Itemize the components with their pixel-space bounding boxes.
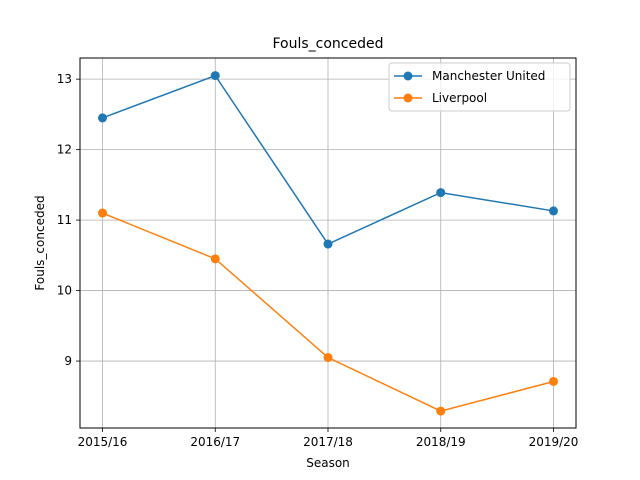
x-tick-label: 2016/17 bbox=[190, 435, 240, 449]
y-tick-label: 13 bbox=[57, 72, 72, 86]
y-tick-label: 9 bbox=[64, 354, 72, 368]
data-point bbox=[549, 376, 558, 386]
legend-swatch-marker bbox=[403, 71, 413, 81]
y-axis-ticks: 9 10 11 12 13 bbox=[57, 72, 80, 368]
x-axis-label: Season bbox=[306, 456, 350, 470]
x-axis-ticks: 2015/16 2016/17 2017/18 2018/19 2019/20 bbox=[78, 428, 579, 449]
legend: Manchester United Liverpool bbox=[388, 62, 571, 112]
y-tick-label: 12 bbox=[57, 143, 72, 157]
legend-swatch-marker bbox=[403, 93, 413, 103]
x-tick-label: 2019/20 bbox=[529, 435, 579, 449]
data-point bbox=[436, 188, 446, 198]
data-point bbox=[436, 406, 446, 416]
data-point bbox=[323, 239, 333, 249]
data-point bbox=[210, 71, 220, 81]
x-tick-label: 2018/19 bbox=[416, 435, 466, 449]
y-tick-label: 11 bbox=[57, 213, 72, 227]
data-point bbox=[98, 113, 107, 123]
series-layer bbox=[98, 71, 558, 416]
legend-label: Manchester United bbox=[432, 69, 545, 83]
legend-label: Liverpool bbox=[432, 91, 487, 105]
y-axis-label: Fouls_conceded bbox=[33, 195, 47, 290]
legend-box bbox=[388, 62, 571, 112]
data-point bbox=[210, 254, 220, 264]
y-tick-label: 10 bbox=[57, 284, 72, 298]
x-tick-label: 2017/18 bbox=[303, 435, 353, 449]
data-point bbox=[98, 208, 107, 218]
data-point bbox=[323, 353, 333, 363]
data-point bbox=[549, 206, 558, 216]
chart-title: Fouls_conceded bbox=[272, 36, 383, 52]
x-tick-label: 2015/16 bbox=[78, 435, 128, 449]
